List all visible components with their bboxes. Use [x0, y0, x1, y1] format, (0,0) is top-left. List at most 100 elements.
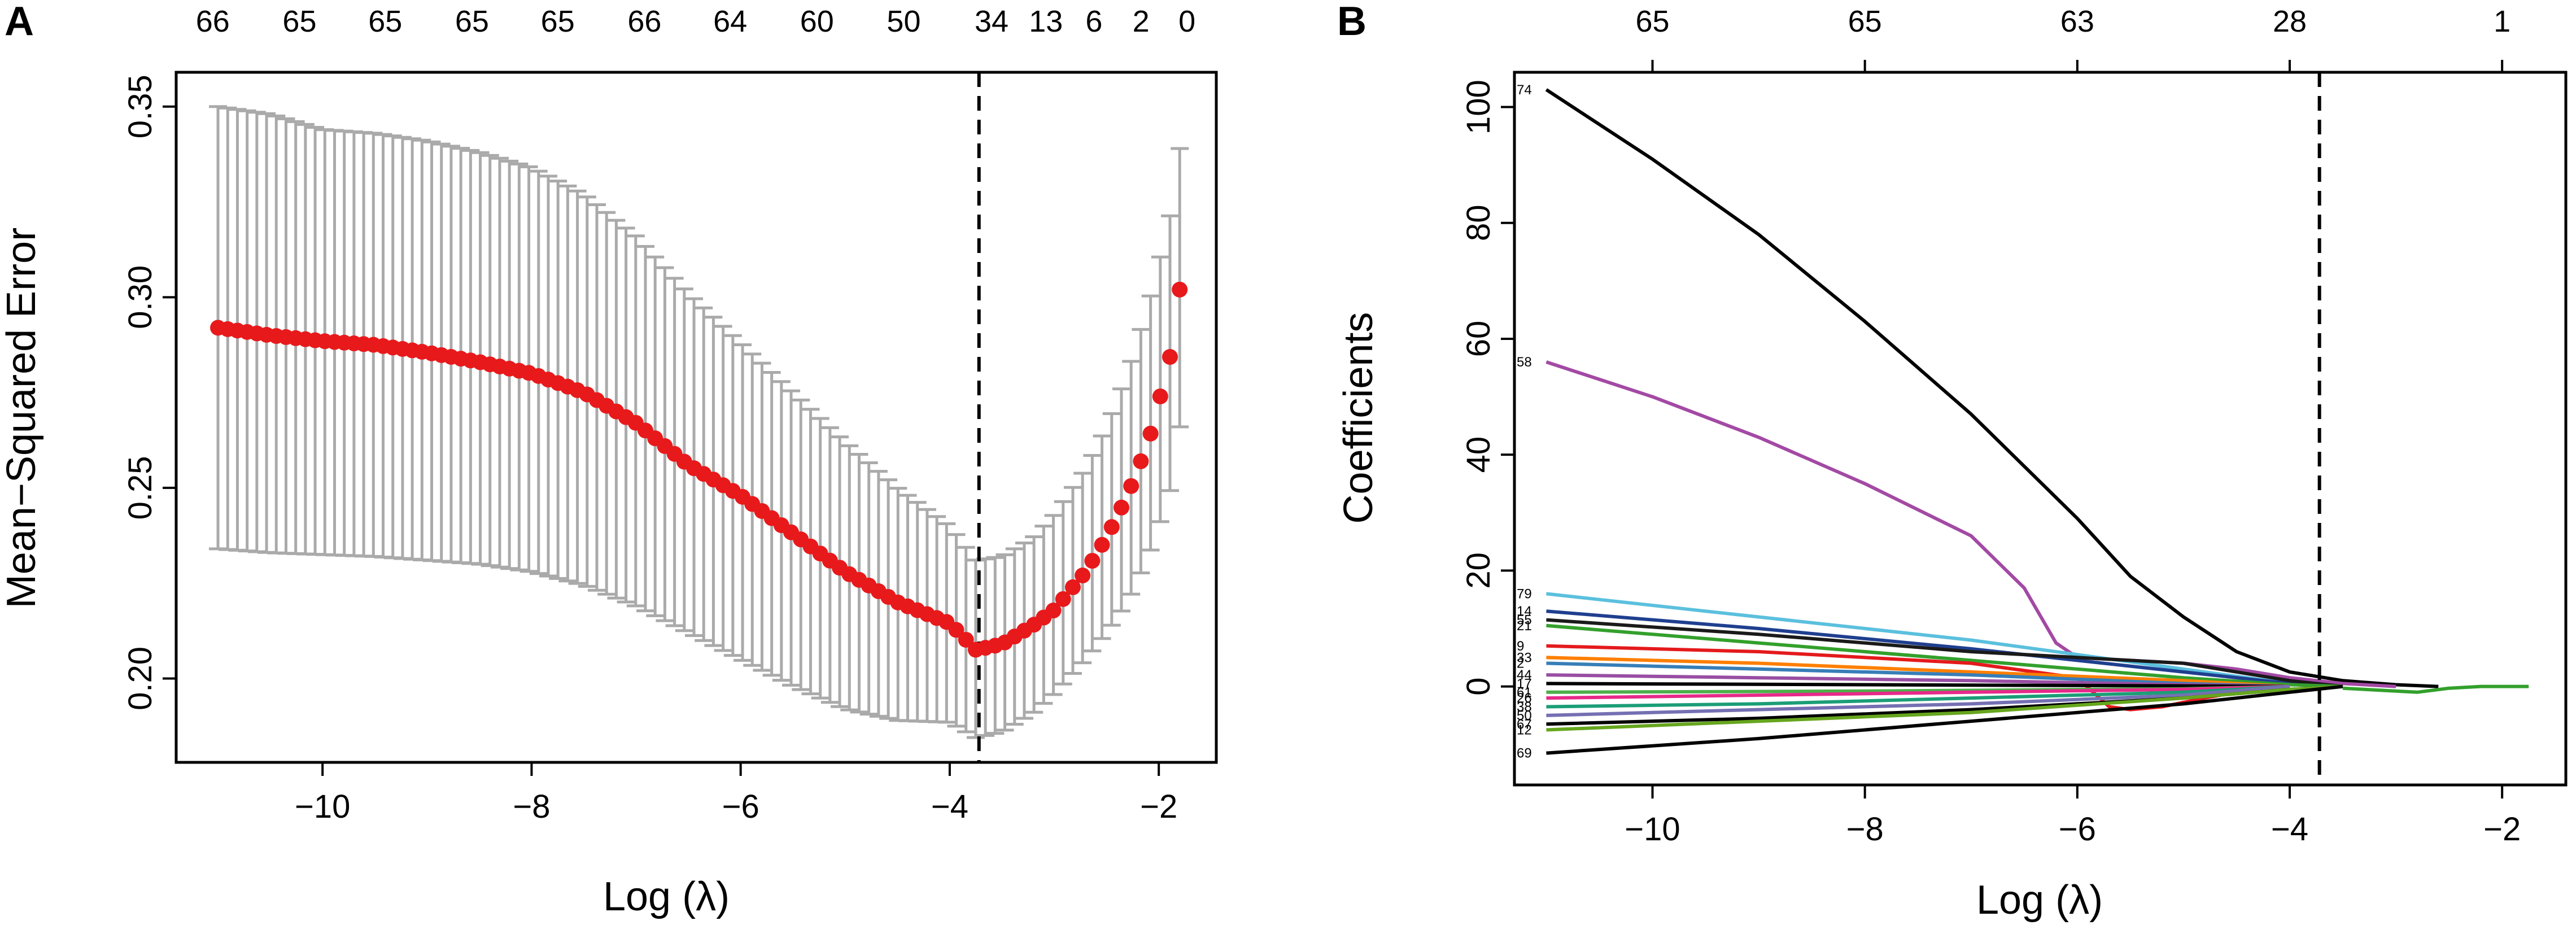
panel-a-plot-frame [174, 71, 1218, 764]
panel-a-error-bars [209, 105, 1189, 739]
mse-point [1142, 425, 1159, 442]
y-tick-label: 20 [1460, 552, 1497, 589]
path-label: 26 [1517, 691, 1532, 706]
panel-a-mse-points [210, 281, 1188, 658]
y-tick-label: 0 [1460, 677, 1497, 695]
x-tick-label: −2 [1140, 788, 1177, 825]
y-tick-label: 0.30 [122, 265, 159, 329]
panel-a-x-axis: −10 −8 −6 −4 −2 [295, 762, 1177, 825]
panel-b-coefficient-paths [1545, 88, 2529, 755]
y-tick-label: 0.25 [122, 456, 159, 520]
mse-point [1064, 579, 1081, 595]
coefficient-path [1546, 623, 2343, 688]
top-axis-label: 34 [975, 5, 1008, 38]
mse-point [1084, 553, 1101, 569]
mse-point [1162, 349, 1178, 365]
mse-point [1172, 281, 1188, 298]
coefficient-path [1546, 684, 2290, 709]
mse-point [1113, 499, 1129, 516]
path-label: 44 [1517, 667, 1532, 683]
top-axis-label: 66 [196, 5, 230, 38]
path-label: 9 [1517, 639, 1524, 654]
panel-b-x-axis: −10 −8 −6 −4 −2 [1625, 785, 2521, 848]
panel-b-y-axis: 0 20 40 60 80 100 [1460, 80, 1514, 696]
path-label: 21 [1517, 618, 1532, 634]
x-tick-label: −8 [1846, 811, 1884, 848]
coefficient-path [1546, 618, 2343, 688]
top-axis-label: 65 [282, 5, 316, 38]
panel-a-y-axis: 0.20 0.25 0.30 0.35 [122, 75, 176, 710]
y-tick-label: 60 [1460, 321, 1497, 357]
panel-b-plot-frame [1513, 71, 2568, 787]
coefficient-path [1546, 684, 2290, 700]
path-label: 61 [1517, 685, 1532, 700]
coefficient-path [1546, 684, 2343, 755]
path-label: 33 [1517, 650, 1532, 665]
panel-a: A −10 −8 −6 −4 −2 0.200.250.300.35 66 65 65 65 6… [0, 0, 1218, 919]
panel-b-x-axis-title: Log (λ) [1976, 878, 2103, 923]
mse-point [1123, 478, 1139, 494]
panel-a-top-axis: 66 65 65 65 65 66 64 60 50 34 13 6 2 0 [196, 5, 1195, 38]
path-label: 50 [1517, 708, 1532, 723]
path-label: 17 [1517, 676, 1532, 691]
mse-point [958, 631, 974, 648]
y-tick-label: 0.35 [122, 75, 159, 138]
coefficient-path [1545, 88, 2439, 688]
panel-b-letter: B [1337, 0, 1366, 44]
top-axis-label: 63 [2060, 5, 2094, 38]
top-axis-label: 65 [1848, 5, 1882, 38]
mse-point [1045, 603, 1062, 619]
top-axis-label: 65 [541, 5, 575, 38]
top-axis-label: 65 [455, 5, 489, 38]
path-label: 79 [1517, 586, 1532, 601]
path-label: 14 [1517, 604, 1532, 619]
y-tick-label: 40 [1460, 437, 1497, 473]
path-label: 74 [1517, 82, 1532, 98]
top-axis-label: 2 [1133, 5, 1150, 38]
panel-b-y-axis-title: Coefficients [1336, 312, 1381, 524]
coefficient-path [1546, 684, 2290, 717]
path-label: 58 [1517, 355, 1532, 370]
mse-point [1075, 568, 1091, 584]
mse-point [1055, 591, 1071, 607]
coefficient-path [2342, 684, 2529, 694]
top-axis-label: 65 [1635, 5, 1669, 38]
path-label: 55 [1517, 613, 1532, 628]
top-axis-label: 66 [627, 5, 661, 38]
top-axis-label: 13 [1029, 5, 1063, 38]
top-axis-label: 0 [1178, 5, 1195, 38]
path-label: 12 [1517, 723, 1532, 738]
y-tick-label: 80 [1460, 205, 1497, 242]
top-axis-label: 6 [1085, 5, 1102, 38]
x-tick-label: −6 [2059, 811, 2096, 848]
x-tick-label: −4 [931, 788, 968, 825]
top-axis-label: 28 [2273, 5, 2307, 38]
coefficient-path [1546, 656, 2290, 688]
coefficient-path [1545, 360, 2396, 688]
path-label: 69 [1517, 746, 1532, 761]
y-tick-label: 0.20 [122, 647, 159, 710]
top-axis-label: 60 [800, 5, 834, 38]
path-label: 2 [1517, 656, 1524, 671]
y-tick-label: 100 [1460, 80, 1497, 134]
top-axis-label: 65 [368, 5, 402, 38]
top-axis-label: 50 [887, 5, 920, 38]
path-label: 67 [1517, 717, 1532, 732]
x-tick-label: −8 [513, 788, 550, 825]
panel-a-y-axis-title: Mean−Squared Error [0, 228, 44, 608]
path-label: 38 [1517, 699, 1532, 714]
mse-point [1103, 519, 1120, 535]
x-tick-label: −2 [2483, 811, 2521, 848]
mse-point [1152, 388, 1168, 404]
x-tick-label: −4 [2271, 811, 2308, 848]
x-tick-label: −6 [722, 788, 759, 825]
panel-a-x-axis-title: Log (λ) [603, 874, 730, 919]
top-axis-label: 1 [2494, 5, 2510, 38]
panel-a-letter: A [5, 0, 34, 44]
coefficient-path [1546, 684, 2343, 732]
panel-b-top-axis: 65 65 63 28 1 [1635, 5, 2510, 72]
mse-point [1094, 536, 1110, 553]
